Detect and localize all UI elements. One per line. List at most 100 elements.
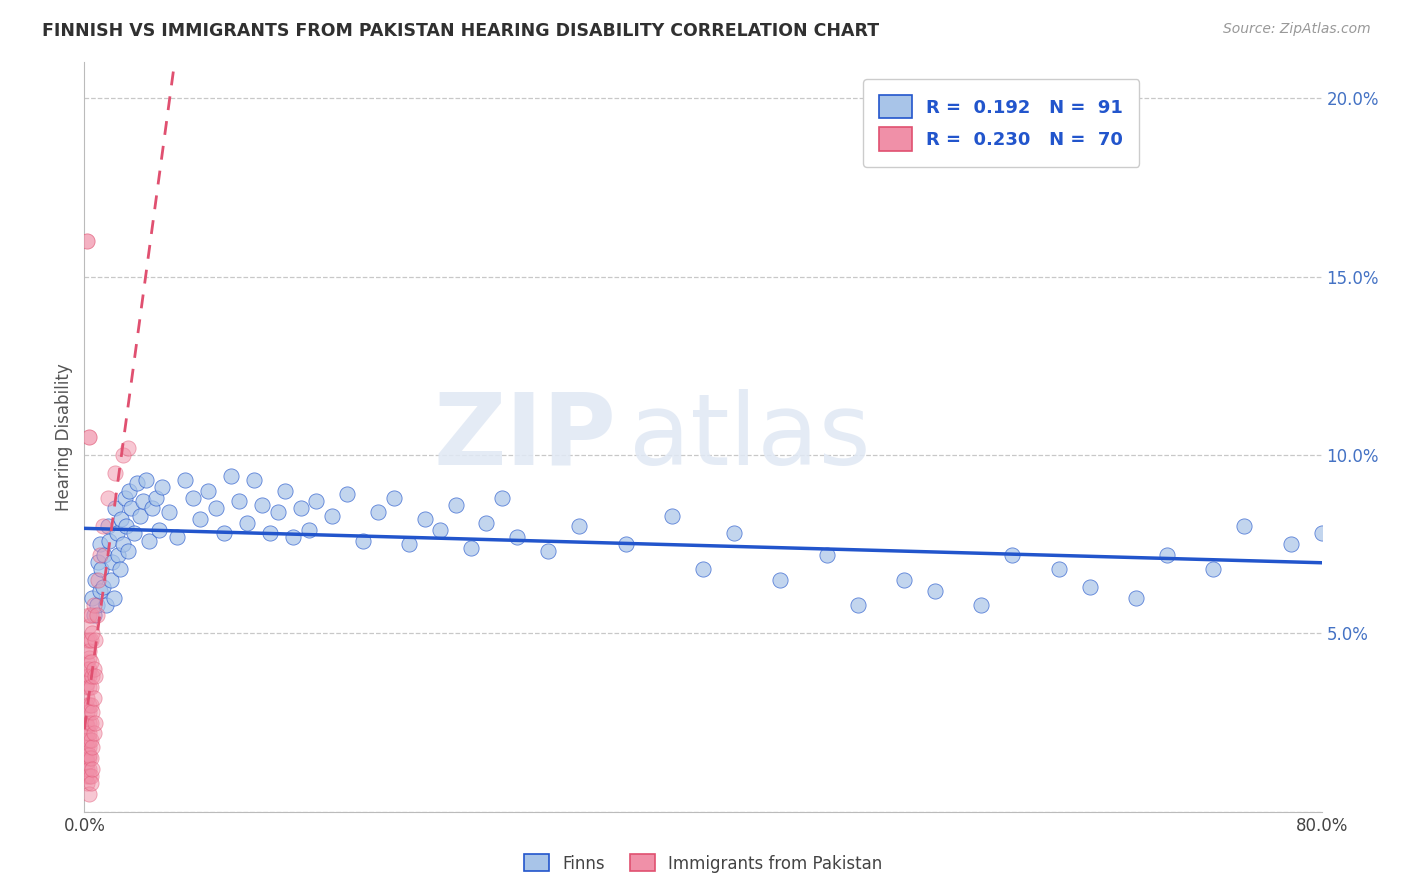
Point (104, 466, 127, 480)
Point (159, 505, 180, 519)
Point (460, 541, 482, 555)
Point (132, 494, 155, 508)
Point (79, 680, 101, 694)
Point (77, 669, 100, 683)
Point (77, 747, 100, 762)
Point (77, 787, 100, 801)
Point (118, 483, 141, 498)
Point (110, 512, 132, 526)
Point (297, 523, 319, 537)
Point (76, 755, 98, 769)
Point (76, 747, 98, 762)
Point (970, 598, 993, 612)
Point (114, 491, 136, 505)
Point (614, 537, 637, 551)
Point (135, 473, 157, 487)
Point (76, 633, 98, 648)
Point (228, 494, 250, 508)
Point (661, 508, 683, 523)
Point (1001, 548, 1024, 562)
Point (141, 501, 163, 516)
Point (77, 644, 100, 658)
Point (98, 533, 121, 548)
Point (1125, 591, 1147, 605)
Point (90, 562, 112, 576)
Point (290, 501, 312, 516)
Text: atlas: atlas (628, 389, 870, 485)
Point (77, 762, 100, 776)
Point (769, 573, 792, 587)
Point (75, 733, 97, 747)
Point (924, 583, 946, 598)
Point (94, 598, 117, 612)
Point (77, 698, 100, 712)
Point (112, 537, 135, 551)
Point (82, 762, 104, 776)
Point (115, 519, 138, 533)
Point (91, 519, 114, 533)
Point (75, 698, 97, 712)
Point (79, 776, 101, 790)
Point (352, 533, 374, 548)
Point (148, 523, 170, 537)
Point (76, 740, 98, 755)
Point (76, 719, 98, 733)
Point (537, 544, 560, 558)
Point (89, 548, 111, 562)
Point (1233, 519, 1256, 533)
Point (77, 619, 100, 633)
Point (77, 769, 100, 783)
Point (444, 498, 467, 512)
Point (104, 501, 127, 516)
Point (79, 633, 101, 648)
Point (413, 512, 436, 526)
Point (122, 526, 145, 541)
Point (82, 591, 104, 605)
Point (692, 562, 714, 576)
Point (281, 530, 305, 544)
Point (181, 491, 204, 505)
Point (1279, 537, 1302, 551)
Point (82, 740, 104, 755)
Point (100, 573, 122, 587)
Point (75, 751, 97, 765)
Point (79, 751, 101, 765)
Point (86, 598, 108, 612)
Point (79, 655, 101, 669)
Point (76, 234, 98, 248)
Point (84, 715, 107, 730)
Point (188, 512, 211, 526)
Point (197, 483, 219, 498)
Point (129, 508, 152, 523)
Point (87, 573, 110, 587)
Point (893, 573, 915, 587)
Point (96, 519, 118, 533)
Point (212, 526, 235, 541)
Point (267, 505, 290, 519)
Point (75, 715, 97, 730)
Point (83, 662, 105, 676)
Point (103, 591, 125, 605)
Point (150, 480, 173, 494)
Point (79, 608, 101, 623)
Point (77, 608, 100, 623)
Point (1047, 562, 1070, 576)
Point (77, 726, 100, 740)
Point (145, 491, 167, 505)
Point (107, 548, 129, 562)
Point (77, 733, 100, 747)
Point (336, 487, 359, 501)
Point (506, 530, 529, 544)
Point (83, 690, 105, 705)
Point (77, 633, 100, 648)
Point (367, 505, 389, 519)
Point (76, 705, 98, 719)
Point (77, 705, 100, 719)
Point (77, 430, 100, 444)
Point (235, 516, 259, 530)
Point (1202, 562, 1225, 576)
Point (75, 680, 97, 694)
Point (1310, 526, 1333, 541)
Point (84, 633, 107, 648)
Point (76, 690, 98, 705)
